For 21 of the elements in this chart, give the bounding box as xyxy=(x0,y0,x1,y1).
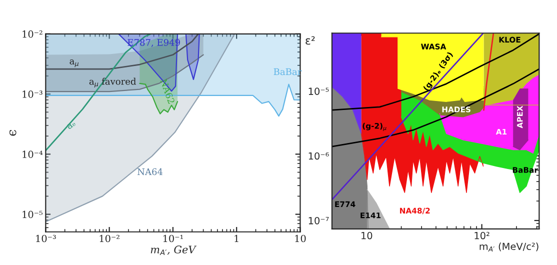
x-tick-label: 10⁻² xyxy=(100,234,120,242)
x-axis-title: m$_{A′}$ (MeV/c²) xyxy=(480,242,538,252)
x-tick-label: 10⁻¹ xyxy=(163,234,183,242)
annotation: NA62 xyxy=(160,78,175,104)
y-tick-label: 10⁻⁶ xyxy=(308,152,329,160)
x-tick-label: 10⁻³ xyxy=(36,234,56,242)
y-tick-label: 10⁻⁷ xyxy=(308,216,329,224)
x-tick-label: 10 xyxy=(295,234,306,242)
x-tick-label: 10² xyxy=(474,232,490,240)
y-tick-label: 10⁻⁵ xyxy=(22,210,43,218)
y-axis-title: ε² xyxy=(306,36,315,45)
y-tick-label: 10⁻² xyxy=(22,30,42,38)
y-tick-label: 10⁻⁴ xyxy=(22,150,43,158)
y-tick-label: 10⁻³ xyxy=(22,90,42,98)
annotation: NA64 xyxy=(138,168,163,176)
x-tick-label: 1 xyxy=(234,234,238,242)
y-tick-label: 10⁻⁵ xyxy=(308,88,329,96)
y-axis-title: ϵ xyxy=(9,130,16,136)
x-tick-label: 10 xyxy=(362,232,372,240)
annotation: a$_{μ}$ xyxy=(70,60,79,68)
x-axis-title: m$_{A′}$, GeV xyxy=(150,246,197,255)
